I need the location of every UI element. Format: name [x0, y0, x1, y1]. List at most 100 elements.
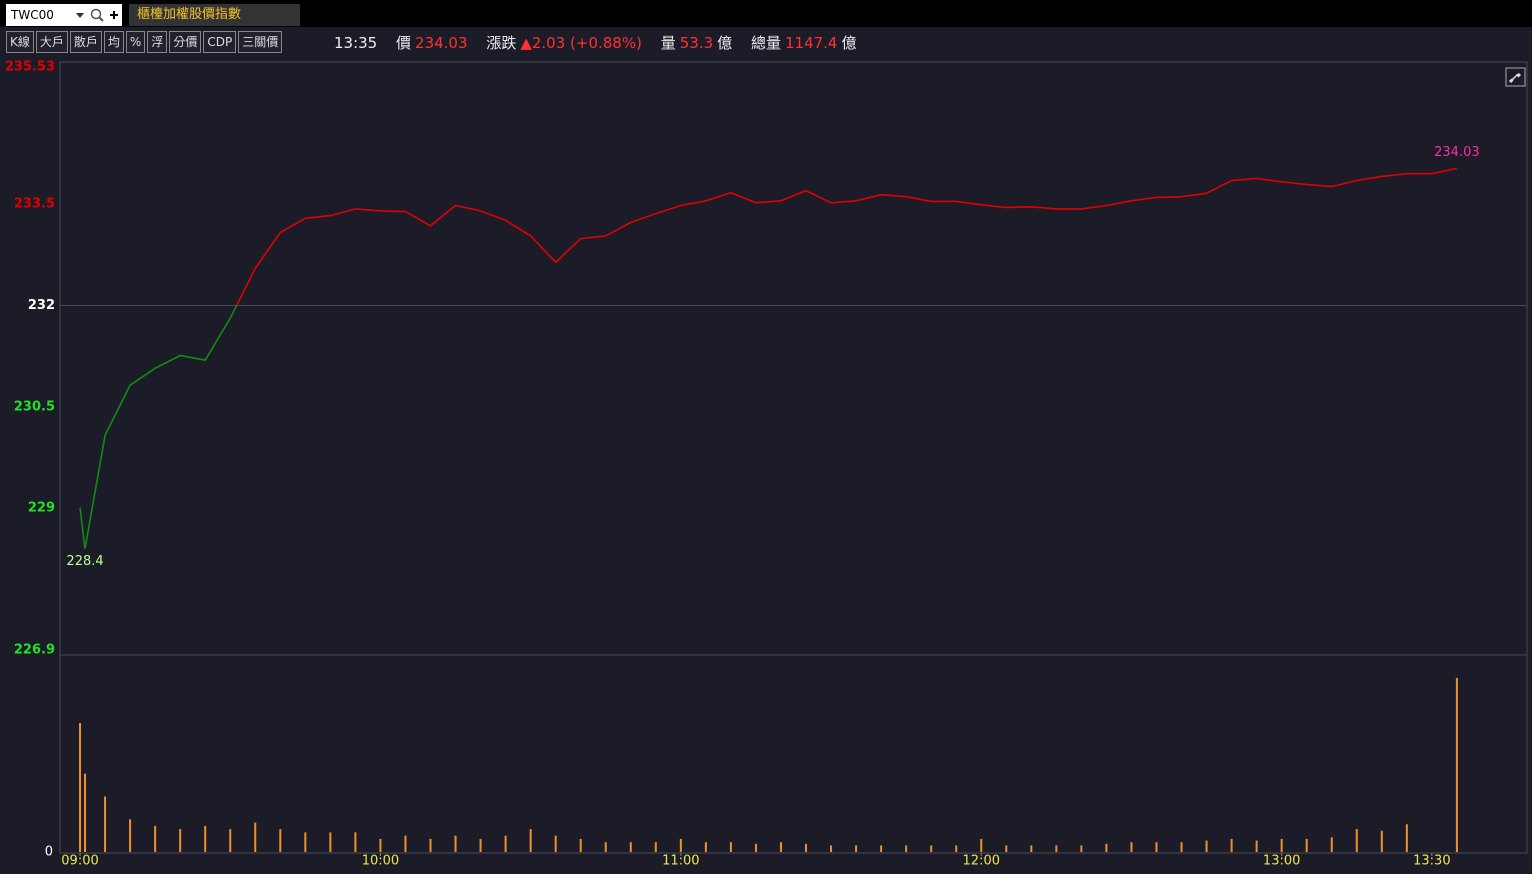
volume-bar [654, 842, 657, 852]
y-tick-label: 0 [45, 845, 53, 860]
tool-button[interactable]: CDP [203, 31, 237, 53]
volume-bar [980, 838, 983, 852]
price: 234.03 [415, 34, 468, 52]
volume-label: 量 [660, 34, 676, 52]
tool-button[interactable]: K線 [6, 31, 34, 53]
symbol-name: 櫃檯加權股價指數 [129, 4, 300, 26]
volume-panel [59, 654, 1528, 854]
price-panel [59, 61, 1528, 656]
volume-bar [154, 825, 157, 852]
total: 1147.4 [784, 34, 838, 52]
volume-bar [704, 842, 707, 852]
y-tick-label: 232 [28, 298, 55, 313]
x-tick-label: 13:00 [1263, 854, 1300, 869]
x-tick-label: 09:00 [61, 854, 98, 869]
volume-bar [379, 838, 382, 852]
volume-bar [855, 845, 858, 852]
tool-button[interactable]: 均 [103, 31, 124, 53]
volume-bar [830, 845, 833, 852]
volume-bar [1055, 845, 1058, 852]
y-tick-label: 230.5 [14, 399, 55, 414]
volume-bar [279, 829, 282, 852]
y-tick-label: 233.5 [14, 197, 55, 212]
tool-button[interactable]: 三關價 [238, 31, 283, 53]
volume-bar [1105, 843, 1108, 852]
volume-bar [729, 842, 732, 852]
symbol-icons [76, 8, 118, 22]
volume-bar [1280, 838, 1283, 852]
volume-bar [429, 838, 432, 852]
volume-bar [880, 845, 883, 852]
x-tick-label: 11:00 [662, 854, 699, 869]
volume-bar [254, 822, 257, 852]
volume-bar [1255, 840, 1258, 852]
volume-bar [229, 829, 232, 852]
x-tick-label: 10:00 [362, 854, 399, 869]
volume-bar [629, 842, 632, 852]
volume-bar [79, 722, 82, 852]
quote: 13:35 價 234.03 漲跌 ▲2.03 (+0.88%) 量 53.3 億 總量… [334, 32, 861, 53]
volume-bar [84, 773, 87, 852]
volume-bar [930, 845, 933, 852]
quote-time: 13:35 [334, 34, 378, 52]
volume-bar [805, 843, 808, 852]
change: ▲2.03 (+0.88%) [520, 34, 642, 52]
tool-button[interactable]: 分價 [169, 31, 202, 53]
volume-bar [679, 838, 682, 852]
volume-bar [1305, 838, 1308, 852]
volume-bar [579, 838, 582, 852]
volume-bar [204, 825, 207, 852]
volume-bar [304, 832, 307, 852]
top-bar: TWC00 櫃檯加權股價指數 [0, 0, 1532, 27]
volume-bar [1030, 845, 1033, 852]
volume-bar [329, 832, 332, 852]
tool-button[interactable]: % [125, 31, 146, 53]
link-button[interactable] [1505, 67, 1526, 87]
annotation: 228.4 [66, 554, 103, 569]
volume-bar [104, 796, 107, 852]
volume-bar [1455, 677, 1458, 852]
volume-bar [354, 832, 357, 852]
volume-bar [1355, 829, 1358, 852]
volume-bar [179, 829, 182, 852]
volume-bar [1380, 830, 1383, 852]
change-label: 漲跌 [486, 34, 517, 52]
volume-bar [529, 829, 532, 852]
volume-bar [1405, 824, 1408, 852]
volume-bar [779, 842, 782, 852]
volume-bar [1005, 845, 1008, 852]
volume-bar [554, 835, 557, 852]
volume-bar [754, 843, 757, 852]
volume-bar [454, 835, 457, 852]
y-tick-label: 226.9 [14, 643, 55, 658]
total-label: 總量 [750, 34, 781, 52]
volume-bar [1230, 838, 1233, 852]
volume-bar [604, 842, 607, 852]
x-tick-label: 12:00 [963, 854, 1000, 869]
y-tick-label: 229 [28, 501, 55, 516]
symbol-text: TWC00 [11, 8, 54, 22]
volume-bar [404, 835, 407, 852]
symbol-input[interactable]: TWC00 [6, 4, 122, 26]
x-tick-label: 13:30 [1413, 854, 1450, 869]
volume-bar [905, 845, 908, 852]
tool-button[interactable]: 大戶 [35, 31, 68, 53]
volume: 53.3 [679, 34, 714, 52]
annotation: 234.03 [1434, 145, 1480, 160]
volume-bar [1205, 840, 1208, 852]
price-label: 價 [396, 34, 412, 52]
y-tick-label: 235.53 [5, 60, 55, 75]
volume-bar [1330, 837, 1333, 852]
volume-bar [479, 838, 482, 852]
volume-bar [955, 845, 958, 852]
tool-button[interactable]: 散戶 [69, 31, 102, 53]
unit: 億 [717, 34, 733, 52]
volume-bar [129, 819, 132, 852]
tool-button[interactable]: 浮 [147, 31, 168, 53]
price-line [79, 167, 1458, 549]
tool-buttons: K線 大戶 散戶均% 浮分價 CDP 三關價 [6, 31, 283, 53]
volume-bar [1180, 842, 1183, 852]
volume-bar [1130, 842, 1133, 852]
